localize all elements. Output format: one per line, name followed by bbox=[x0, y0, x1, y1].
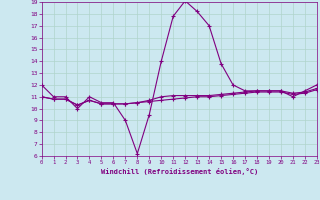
X-axis label: Windchill (Refroidissement éolien,°C): Windchill (Refroidissement éolien,°C) bbox=[100, 168, 258, 175]
